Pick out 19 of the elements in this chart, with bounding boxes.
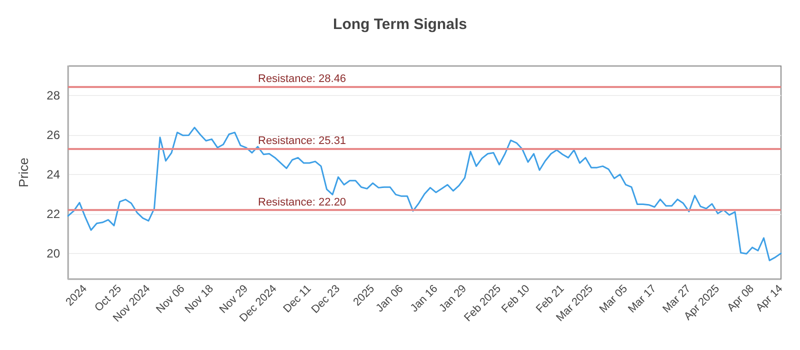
chart-title: Long Term Signals [333,16,467,33]
x-tick-label: Jan 06 [374,282,406,315]
y-tick-label: 26 [46,128,60,142]
y-tick-label: 20 [46,246,60,260]
ref-line-label: Resistance: 28.46 [258,73,346,86]
x-tick-label: Nov 18 [182,282,216,316]
y-tick-label: 22 [46,206,60,221]
x-tick-label: Mar 17 [626,282,659,316]
x-tick-label: Feb 10 [500,282,532,316]
x-tick-label: Dec 23 [309,282,342,316]
y-axis-title: Price [16,158,31,188]
ref-line-label: Resistance: 22.20 [258,196,346,208]
x-tick-label: Jan 16 [408,282,440,315]
y-tick-label: 28 [46,88,60,103]
line-series [67,126,782,262]
y-tick-label: 24 [46,167,60,182]
ref-line-label: Resistance: 25.31 [258,135,346,148]
x-tick-label: Apr 14 [754,282,786,314]
x-tick-label: Apr 08 [725,282,756,314]
